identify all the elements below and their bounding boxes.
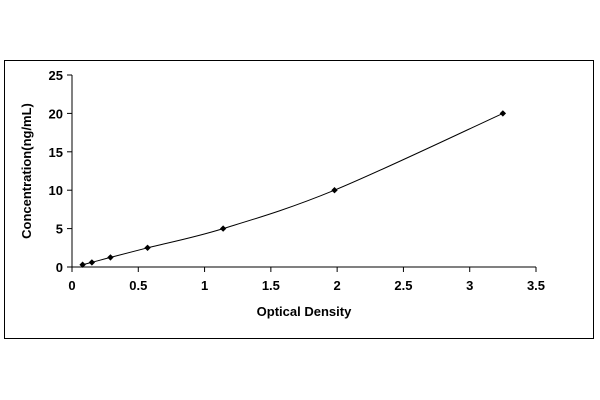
- y-tick-label: 20: [49, 106, 63, 121]
- data-point: [107, 254, 114, 261]
- y-ticks: 0 5 10 15 20 25: [49, 68, 72, 275]
- y-tick-label: 25: [49, 68, 63, 83]
- x-tick-label: 2: [334, 278, 341, 293]
- y-tick-label: 0: [56, 260, 63, 275]
- data-point: [331, 187, 338, 194]
- y-tick-label: 10: [49, 183, 63, 198]
- x-ticks: 0 0.5 1 1.5 2 2.5 3 3.5: [68, 267, 545, 293]
- data-point: [144, 244, 151, 251]
- data-point: [499, 110, 507, 117]
- data-point: [219, 225, 227, 232]
- x-axis-title: Optical Density: [257, 304, 352, 319]
- x-tick-label: 0.5: [129, 278, 147, 293]
- x-tick-label: 3: [466, 278, 473, 293]
- x-tick-label: 1: [201, 278, 208, 293]
- data-point: [88, 259, 96, 266]
- y-tick-label: 5: [56, 222, 63, 237]
- fit-curve: [82, 112, 504, 266]
- chart-frame: [4, 60, 594, 339]
- x-tick-label: 0: [68, 278, 75, 293]
- data-points: [79, 110, 507, 268]
- x-tick-label: 2.5: [394, 278, 412, 293]
- y-axis-title: Concentration(ng/mL): [19, 103, 34, 239]
- x-tick-label: 1.5: [262, 278, 280, 293]
- y-tick-label: 15: [49, 145, 63, 160]
- data-point: [79, 261, 86, 268]
- x-tick-label: 3.5: [527, 278, 545, 293]
